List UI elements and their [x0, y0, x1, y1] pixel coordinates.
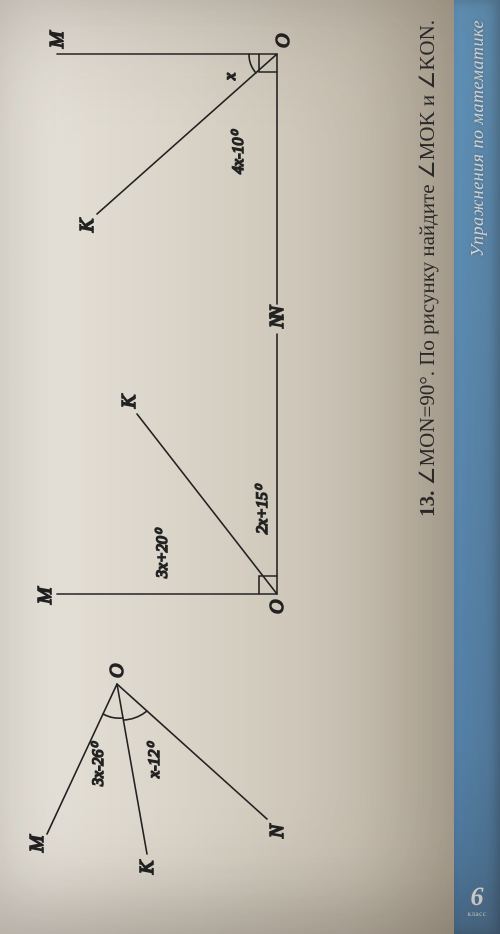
arc-mok [103, 714, 123, 718]
expr-mok: 3x+20⁰ [154, 527, 171, 579]
label-M: M [34, 586, 56, 605]
page-body: 13. ∠MON=90°. По рисунку найдите ∠MOK и … [0, 0, 454, 934]
label-N: N [266, 304, 288, 320]
diagram-3-labels: O M K N [46, 30, 294, 320]
expr-kon: x-12⁰ [146, 741, 163, 779]
label-N: N [266, 823, 288, 839]
grade-word: класс [468, 910, 487, 918]
ray-OK [97, 54, 277, 214]
diagram-3-exprs: x 4x-10⁰ [222, 73, 247, 174]
header-title: Упражнения по математике [467, 20, 488, 257]
label-K: K [136, 859, 158, 875]
label-M: M [46, 30, 68, 49]
ray-OK [117, 684, 147, 854]
diagram-1-exprs: 3x-26⁰ x-12⁰ [90, 741, 163, 787]
expr-mok: 3x-26⁰ [90, 741, 107, 787]
diagram-3 [57, 54, 277, 304]
diagram-stage: O M K N 3x-26⁰ x-12⁰ [0, 0, 431, 934]
arc-kon [124, 711, 147, 720]
label-K: K [76, 217, 98, 233]
label-K: K [118, 393, 140, 409]
label-O: O [266, 600, 288, 614]
label-O: O [272, 34, 294, 48]
grade-badge: 6 класс [454, 878, 500, 924]
ray-ON [117, 684, 267, 819]
arc-x [249, 54, 256, 73]
header-bar: Упражнения по математике 6 класс [454, 0, 500, 934]
expr-x: x [222, 73, 239, 81]
label-O: O [106, 664, 128, 678]
grade-number: 6 [471, 884, 484, 910]
label-M: M [26, 834, 48, 853]
expr-kon: 2x+15⁰ [254, 483, 271, 534]
expr-kon: 4x-10⁰ [230, 129, 247, 174]
diagrams-svg: O M K N 3x-26⁰ x-12⁰ [0, 0, 431, 934]
